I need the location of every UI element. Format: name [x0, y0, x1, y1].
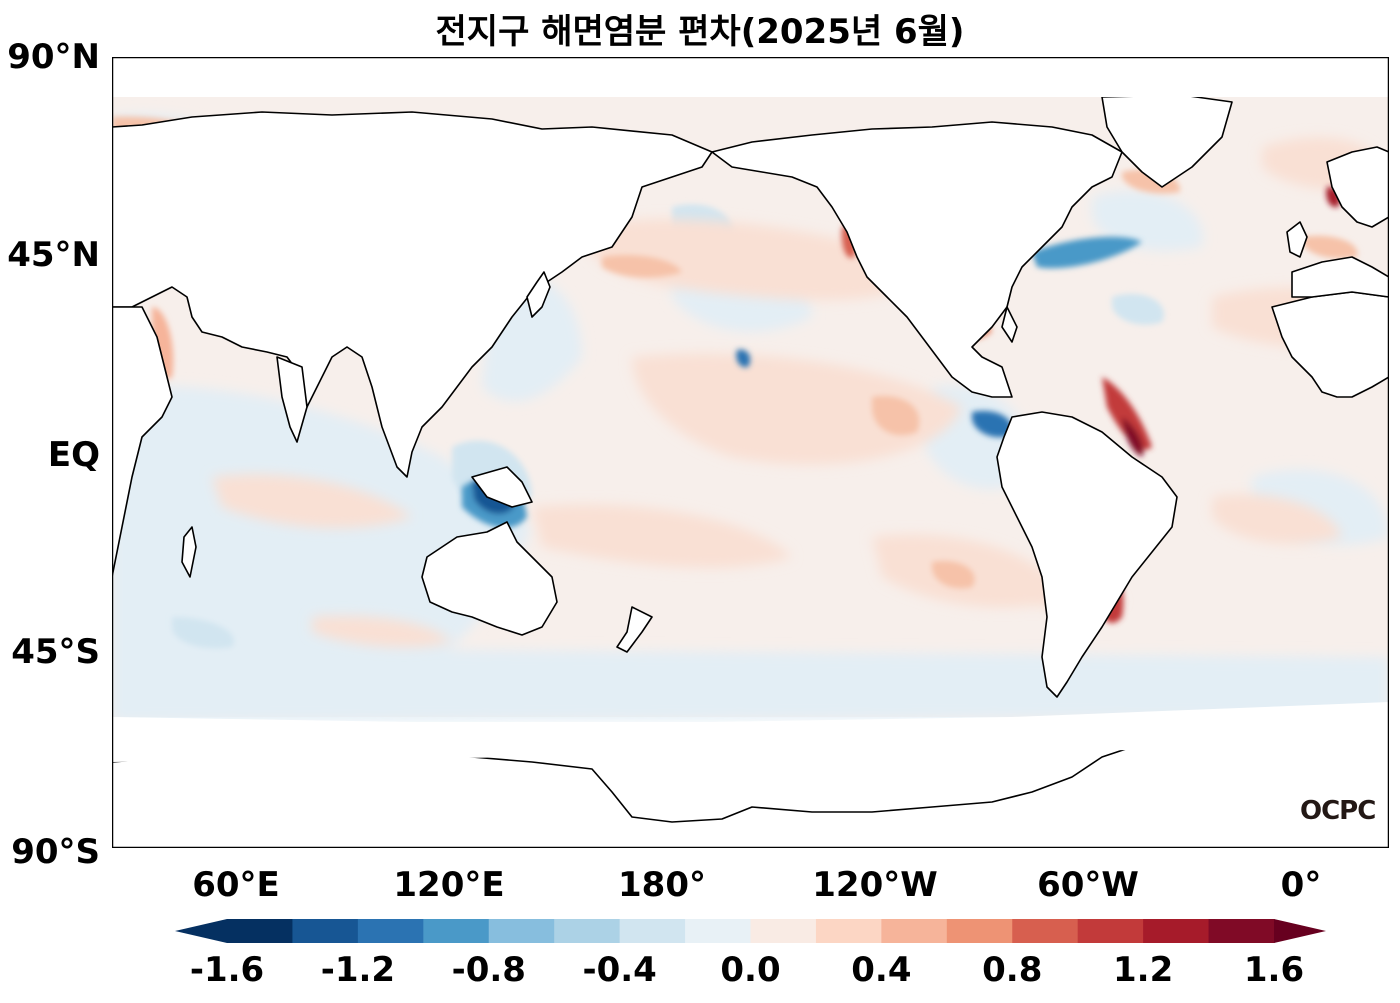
colorbar-segment — [292, 919, 359, 943]
lat-label-45n: 45°N — [7, 235, 100, 275]
colorbar-tick-label: -0.8 — [451, 950, 526, 990]
colorbar-segment — [227, 919, 294, 943]
colorbar-tick-label: 1.2 — [1113, 950, 1174, 990]
europe-west — [1291, 256, 1389, 298]
colorbar-segment — [1012, 919, 1079, 943]
colorbar-segment — [619, 919, 686, 943]
colorbar-segment — [1077, 919, 1144, 943]
new-zealand — [616, 606, 653, 653]
land-masses — [112, 94, 1389, 848]
north-america — [711, 121, 1123, 398]
colorbar-segment — [423, 919, 490, 943]
colorbar-tick-label: -1.6 — [189, 950, 265, 990]
colorbar-segment — [946, 919, 1013, 943]
colorbar-tick-label: 0.4 — [851, 950, 912, 990]
colorbar-segment — [554, 919, 621, 943]
lat-label-90n: 90°N — [7, 37, 100, 77]
colorbar-tick-label: -1.2 — [320, 950, 396, 990]
indian-subcontinent — [276, 356, 308, 443]
colorbar-segment — [750, 919, 817, 943]
new-guinea — [471, 466, 533, 508]
lat-label-45s: 45°S — [11, 632, 100, 672]
colorbar-tick-label: 0.0 — [720, 950, 781, 990]
colorbar — [175, 919, 1326, 943]
map-title: 전지구 해면염분 편차(2025년 6월) — [435, 12, 965, 52]
colorbar-segment — [1143, 919, 1210, 943]
lon-label-180: 180° — [618, 865, 706, 905]
southern-ice-edge — [112, 702, 1389, 762]
salinity-anomaly-map — [112, 57, 1389, 848]
colorbar-tick-label: 1.6 — [1243, 950, 1305, 990]
colorbar-segment — [685, 919, 752, 943]
colorbar-under-triangle — [175, 919, 227, 943]
lon-label-120w: 120°W — [812, 865, 938, 905]
south-america — [996, 411, 1178, 698]
africa-east-coast — [112, 306, 173, 578]
lon-label-60e: 60°E — [192, 865, 280, 905]
florida — [1001, 306, 1018, 343]
arctic-region — [112, 57, 1389, 97]
colorbar-segment — [881, 919, 948, 943]
colorbar-over-triangle — [1274, 919, 1326, 943]
colorbar-segment — [815, 919, 882, 943]
madagascar — [181, 526, 197, 578]
ocpc-logo: OCPC — [1300, 796, 1376, 826]
lat-label-90s: 90°S — [11, 832, 100, 872]
greenland — [1101, 94, 1233, 188]
lon-label-120e: 120°E — [393, 865, 505, 905]
eurasia-africa-west — [112, 111, 713, 478]
lon-label-0: 0° — [1280, 865, 1322, 905]
australia — [421, 521, 558, 636]
scandinavia — [1326, 146, 1389, 228]
colorbar-segment — [488, 919, 555, 943]
colorbar-tick-label: 0.8 — [982, 950, 1043, 990]
map-frame — [112, 57, 1389, 848]
positive-anomaly-zones — [212, 137, 1389, 648]
lon-label-60w: 60°W — [1037, 865, 1139, 905]
uk — [1286, 221, 1308, 258]
japan — [526, 271, 551, 318]
colorbar-tick-label: -0.4 — [582, 950, 657, 990]
colorbar-segment — [357, 919, 424, 943]
colorbar-segment — [1208, 919, 1275, 943]
lat-label-eq: EQ — [47, 435, 100, 475]
